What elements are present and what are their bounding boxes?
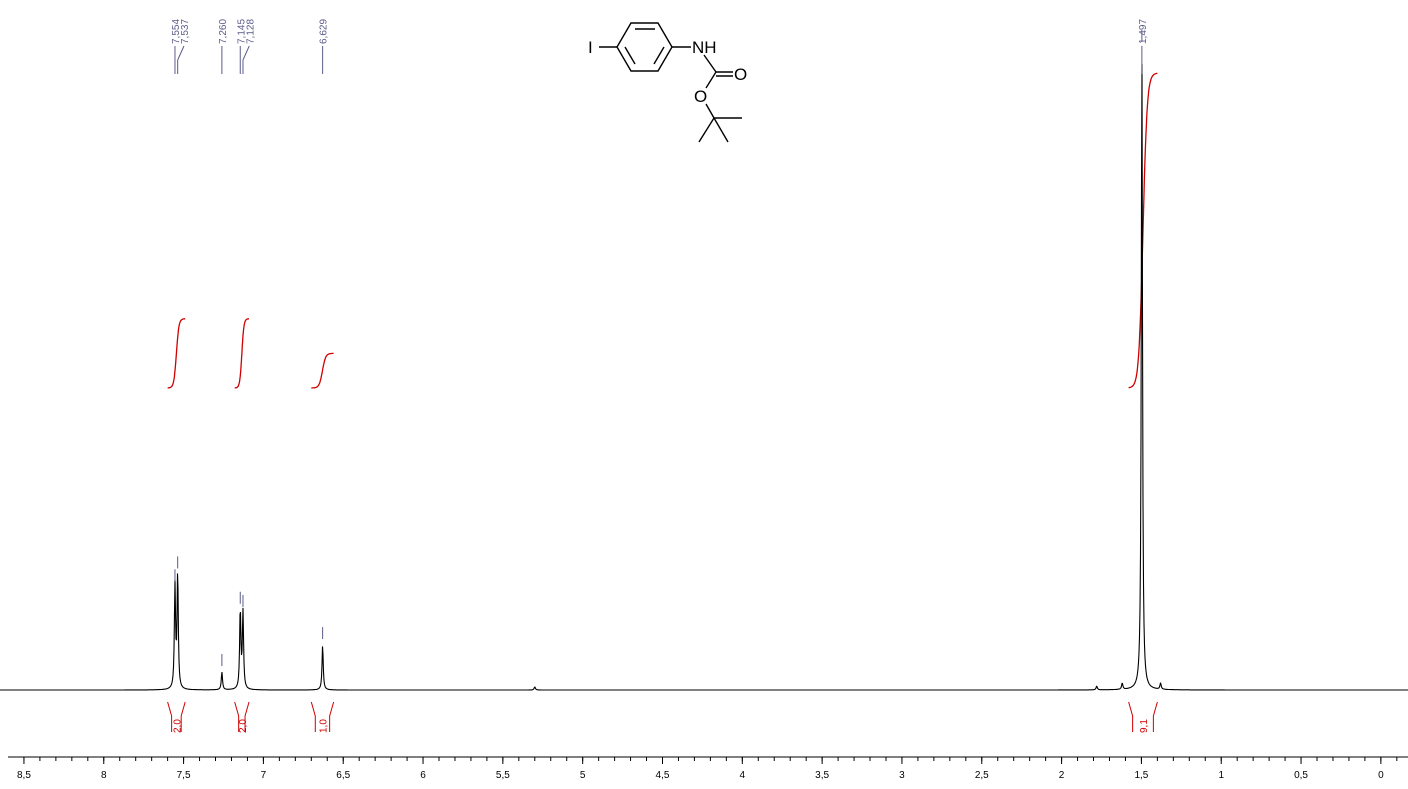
x-axis-tick-label: 3 xyxy=(899,770,905,781)
integral-value-label: 2,0 xyxy=(238,719,249,733)
peak-label: 7,128 xyxy=(245,19,256,44)
integral-bracket xyxy=(1128,701,1158,732)
peak-label-connector xyxy=(242,45,250,61)
x-axis-tick-label: 7,5 xyxy=(177,770,191,781)
peak-label: 1,497 xyxy=(1138,19,1149,44)
peak-label-connector xyxy=(177,45,185,61)
integral-value-label: 9,1 xyxy=(1139,719,1150,733)
peak-label: 6,629 xyxy=(319,19,330,44)
x-axis-tick-label: 6,5 xyxy=(336,770,350,781)
x-axis: 8,5 8 7,5 7 6,5 6 5,5 5 4,5 4 3,5 3 2,5 2 1,5 1 0,5 0 xyxy=(8,756,1408,781)
integral-bracket xyxy=(234,701,250,732)
spectrum-trace xyxy=(0,64,1408,691)
x-axis-tick-label: 2 xyxy=(1059,770,1065,781)
x-axis-tick-label: 8,5 xyxy=(17,770,31,781)
chemical-structure: I NH O O xyxy=(588,22,747,143)
integral-bracket xyxy=(310,701,335,732)
integral-curve xyxy=(1128,72,1158,389)
peak-label: 7,537 xyxy=(180,19,191,44)
x-axis-tick-label: 0 xyxy=(1378,770,1384,781)
integral-curve xyxy=(311,352,334,389)
x-axis-tick-label: 5 xyxy=(580,770,586,781)
integral-value-label: 2,0 xyxy=(172,719,183,733)
x-axis-tick-label: 0,5 xyxy=(1294,770,1308,781)
x-axis-tick-label: 7 xyxy=(261,770,267,781)
peak-label: 7,145 xyxy=(236,19,247,44)
x-axis-tick-label: 4,5 xyxy=(656,770,670,781)
integral-curve xyxy=(234,318,249,389)
integral-curves xyxy=(167,72,1158,389)
x-axis-tick-label: 1,5 xyxy=(1134,770,1148,781)
peak-label: 7,260 xyxy=(218,19,229,44)
x-axis-tick-label: 2,5 xyxy=(975,770,989,781)
x-axis-tick-label: 5,5 xyxy=(496,770,510,781)
integral-value-label: 1,0 xyxy=(318,719,329,733)
integral-bracket xyxy=(167,701,186,732)
x-axis-tick-label: 8 xyxy=(101,770,107,781)
spectrum-line-group xyxy=(0,64,1408,691)
x-axis-tick-label: 6 xyxy=(420,770,426,781)
integral-labels: 2,0 2,0 1,0 9,1 xyxy=(167,701,1158,733)
atom-nh: NH xyxy=(692,38,717,57)
x-axis-tick-label: 4 xyxy=(740,770,746,781)
atom-carbonyl-oxygen: O xyxy=(734,65,747,84)
atom-ester-oxygen: O xyxy=(694,87,707,106)
x-axis-tick-label: 1 xyxy=(1218,770,1224,781)
atom-iodine: I xyxy=(588,38,593,57)
peak-label: 7,554 xyxy=(171,19,182,44)
integral-curve xyxy=(167,318,186,389)
x-axis-tick-label: 3,5 xyxy=(815,770,829,781)
